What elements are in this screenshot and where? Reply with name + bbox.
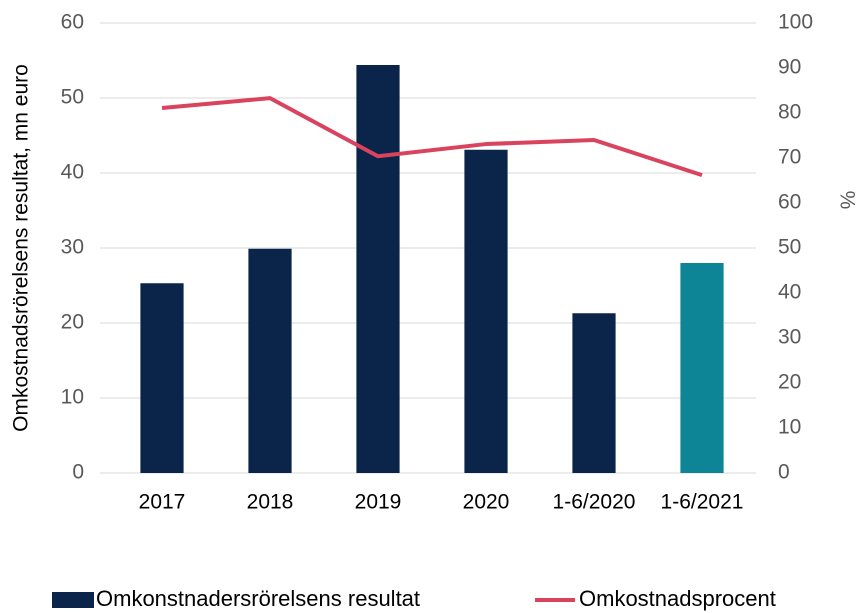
y-tick-label: 60 xyxy=(61,11,84,34)
y-tick-label: 40 xyxy=(61,161,84,184)
y-tick-label: 0 xyxy=(72,461,84,484)
bar xyxy=(248,248,292,473)
y2-tick-label: 20 xyxy=(778,371,801,394)
y2-tick-label: 100 xyxy=(778,11,813,34)
y2-tick-label: 0 xyxy=(778,461,790,484)
bar xyxy=(140,283,184,473)
y-tick-label: 50 xyxy=(61,86,84,109)
y2-tick-label: 40 xyxy=(778,281,801,304)
legend-label: Omkostnadsprocent xyxy=(579,586,776,611)
x-tick-label: 2017 xyxy=(139,491,186,514)
y2-tick-label: 80 xyxy=(778,101,801,124)
line xyxy=(161,96,703,178)
x-tick-label: 1-6/2021 xyxy=(661,491,744,514)
y2-tick-label: 70 xyxy=(778,146,801,169)
y2-tick-label: 60 xyxy=(778,191,801,214)
bar xyxy=(572,313,616,473)
bar xyxy=(356,65,400,473)
y2-tick-label: 90 xyxy=(778,56,801,79)
x-tick-label: 2018 xyxy=(247,491,294,514)
y2-tick-label: 50 xyxy=(778,236,801,259)
bar xyxy=(680,263,724,473)
y-tick-label: 10 xyxy=(61,386,84,409)
x-tick-label: 1-6/2020 xyxy=(553,491,636,514)
y-tick-label: 20 xyxy=(61,311,84,334)
y2-axis-label: % xyxy=(835,191,858,210)
x-tick-label: 2019 xyxy=(355,491,402,514)
y2-tick-label: 10 xyxy=(778,416,801,439)
y-tick-label: 30 xyxy=(61,236,84,259)
y-axis-label: Omkostnadsrörelsens resultat, mn euro xyxy=(10,64,33,432)
legend-label: Omkonstnadersrörelsens resultat xyxy=(96,586,420,611)
x-tick-label: 2020 xyxy=(463,491,510,514)
legend-swatch xyxy=(52,592,94,608)
y2-tick-label: 30 xyxy=(778,326,801,349)
bar xyxy=(464,149,508,473)
